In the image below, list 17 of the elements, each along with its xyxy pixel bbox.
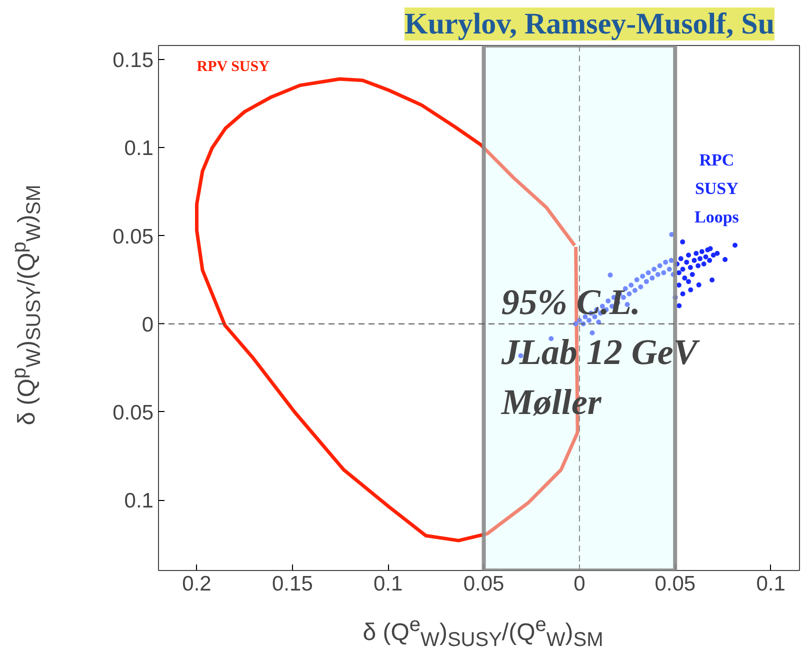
text: δ (Q$^{e}$$_{W}$)$_{SUSY}$/(Q$^{e}$$_{W}$)$_{SM}$ — [362, 614, 604, 651]
x-tick-label: 0.2 — [182, 572, 212, 596]
y-tick-label: 0.05 — [112, 225, 154, 248]
x-tick-label: 0 — [574, 572, 586, 596]
y-tick-label: 0.1 — [124, 490, 154, 513]
x-tick-label: 0.1 — [374, 572, 403, 596]
x-tick-label: 0.1 — [756, 572, 786, 596]
series-label: RPC SUSY Loops — [694, 150, 740, 227]
series-label: RPV SUSY — [196, 58, 270, 75]
chart-title: Kurylov, Ramsey-Musolf, Su — [404, 8, 775, 40]
y-tick-label: 0.05 — [112, 401, 154, 424]
x-tick-label: 0.05 — [654, 572, 696, 596]
y-tick-label: 0.1 — [124, 137, 154, 160]
y-tick-label: 0 — [142, 313, 154, 336]
y-tick-label: 0.15 — [112, 49, 154, 72]
x-tick-label: 0.05 — [463, 572, 504, 596]
x-tick-label: 0.15 — [272, 572, 313, 596]
